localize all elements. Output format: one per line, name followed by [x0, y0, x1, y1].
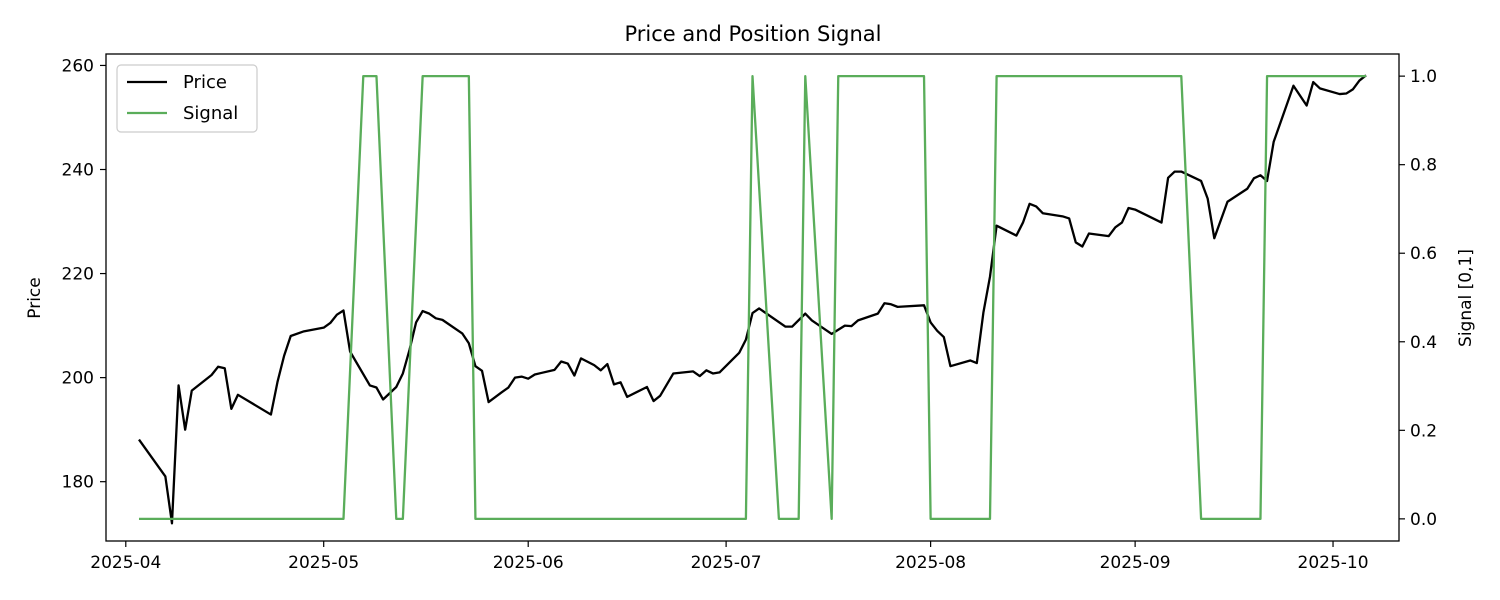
x-tick-label: 2025-10 — [1298, 553, 1369, 573]
plot-area — [138, 74, 1367, 525]
x-tick-label: 2025-06 — [493, 553, 564, 573]
legend: Price Signal — [116, 64, 258, 133]
y2-tick-label: 1.0 — [1410, 67, 1437, 87]
legend-label-signal: Signal — [183, 103, 238, 124]
y-tick-label: 200 — [62, 369, 94, 389]
series-line-price — [138, 74, 1367, 525]
x-tick-label: 2025-07 — [691, 553, 762, 573]
y-axis-title: Price — [25, 277, 45, 318]
x-tick-label: 2025-04 — [90, 553, 161, 573]
y-tick-label: 260 — [62, 56, 94, 76]
legend-label-price: Price — [183, 72, 227, 93]
y2-tick-label: 0.8 — [1410, 156, 1437, 176]
y2-axis-title: Signal [0,1] — [1456, 249, 1476, 347]
y-tick-label: 240 — [62, 161, 94, 181]
y2-tick-label: 0.6 — [1410, 244, 1437, 264]
series-line-signal — [138, 74, 1367, 521]
x-tick-label: 2025-09 — [1100, 553, 1171, 573]
plot-frame — [105, 53, 1400, 542]
axes: 2025-04 2025-05 2025-06 2025-07 2025-08 2025-… — [62, 53, 1437, 573]
y2-tick-label: 0.4 — [1410, 333, 1437, 353]
y-tick-label: 180 — [62, 473, 94, 493]
chart-title: Price and Position Signal — [624, 22, 881, 46]
y2-tick-label: 0.0 — [1410, 510, 1437, 530]
x-tick-label: 2025-05 — [288, 553, 359, 573]
x-tick-label: 2025-08 — [895, 553, 966, 573]
y-tick-label: 220 — [62, 265, 94, 285]
y2-tick-label: 0.2 — [1410, 421, 1437, 441]
